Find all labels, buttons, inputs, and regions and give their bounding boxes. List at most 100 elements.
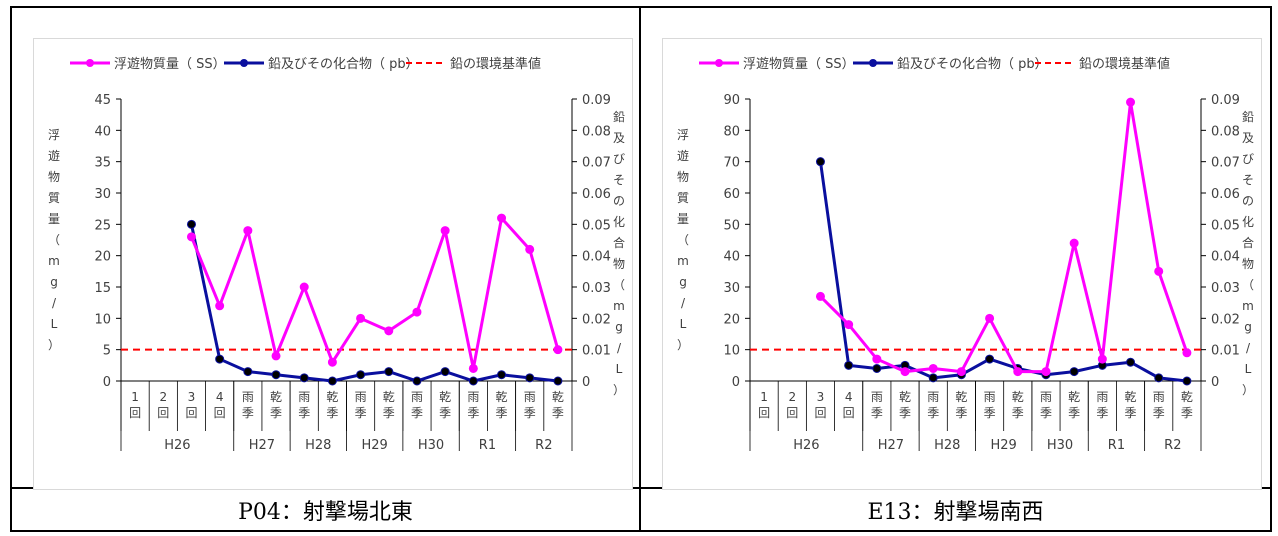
- right-axis-title: そ: [613, 173, 625, 187]
- right-axis-title: そ: [1242, 173, 1254, 187]
- right-axis-title: 化: [1242, 215, 1254, 229]
- right-tick-label: 0.02: [582, 312, 611, 327]
- right-tick-label: 0.02: [1211, 312, 1240, 327]
- right-tick-label: 0.04: [1211, 250, 1240, 265]
- ss-data-point: [356, 313, 366, 323]
- x-category-label: 季: [1012, 406, 1024, 420]
- pb-data-point: [356, 370, 366, 380]
- x-category-label: 4: [845, 390, 853, 404]
- legend-label: 鉛及びその化合物（ pb）: [897, 57, 1048, 72]
- right-tick-label: 0.08: [582, 124, 611, 139]
- left-tick-label: 0: [103, 375, 111, 390]
- x-category-label: 季: [1181, 406, 1193, 420]
- left-axis-title: L: [51, 317, 58, 331]
- ss-data-point: [215, 301, 225, 311]
- left-tick-label: 10: [94, 312, 111, 327]
- left-axis-title: /: [681, 296, 686, 310]
- x-category-label: 乾: [383, 390, 395, 404]
- left-tick-label: 30: [723, 281, 740, 296]
- x-category-label: 雨: [524, 390, 536, 404]
- legend-label: 浮遊物質量（ SS）: [743, 57, 855, 72]
- right-tick-label: 0.03: [1211, 281, 1240, 296]
- right-axis-title: 化: [613, 215, 625, 229]
- x-category-label: 回: [843, 406, 855, 420]
- x-group-label: R2: [535, 438, 552, 453]
- x-category-label: 季: [1040, 406, 1052, 420]
- ss-data-point: [985, 313, 995, 323]
- legend-label: 浮遊物質量（ SS）: [114, 57, 226, 72]
- x-category-label: 季: [524, 406, 536, 420]
- pb-data-point: [525, 373, 535, 383]
- legend-label: 鉛の環境基準値: [450, 56, 541, 72]
- left-tick-label: 45: [94, 93, 111, 108]
- right-tick-label: 0.06: [582, 187, 611, 202]
- ss-data-point: [1097, 354, 1107, 364]
- x-category-label: 回: [786, 406, 798, 420]
- right-axis-title: 合: [613, 235, 625, 250]
- x-category-label: 季: [899, 406, 911, 420]
- right-axis-title: L: [616, 362, 623, 376]
- right-tick-label: 0.04: [582, 250, 611, 265]
- legend-label: 鉛の環境基準値: [1079, 56, 1170, 72]
- x-category-label: 季: [871, 406, 883, 420]
- x-category-label: 回: [185, 406, 197, 420]
- right-axis-title: m: [1242, 299, 1254, 313]
- left-axis-title: 物: [48, 170, 60, 184]
- x-category-label: 乾: [1012, 390, 1024, 404]
- x-category-label: 季: [326, 406, 338, 420]
- x-category-label: 乾: [899, 390, 911, 404]
- left-axis-title: ）: [48, 338, 60, 352]
- left-tick-label: 40: [723, 250, 740, 265]
- x-category-label: 雨: [927, 390, 939, 404]
- left-axis-title: ）: [677, 338, 689, 352]
- right-axis-title: の: [613, 194, 625, 208]
- x-group-label: H28: [934, 438, 960, 453]
- x-category-label: 季: [383, 406, 395, 420]
- x-group-label: R1: [1108, 438, 1125, 453]
- x-category-label: 季: [298, 406, 310, 420]
- right-axis-title: （: [613, 278, 625, 292]
- right-tick-label: 0.07: [582, 156, 611, 171]
- right-axis-title: L: [1245, 362, 1252, 376]
- pb-data-point: [327, 376, 337, 386]
- x-category-label: 3: [817, 390, 825, 404]
- x-category-label: 雨: [242, 390, 254, 404]
- pb-data-point: [1182, 376, 1192, 386]
- right-tick-label: 0.06: [1211, 187, 1240, 202]
- left-tick-label: 35: [94, 156, 111, 171]
- left-axis-title: 質: [677, 190, 689, 205]
- left-axis-title: g: [50, 275, 58, 289]
- ss-data-point: [1182, 348, 1192, 358]
- right-axis-title: （: [1242, 278, 1254, 292]
- right-axis-title: g: [615, 320, 623, 334]
- row-divider: [12, 487, 1270, 489]
- ss-data-point: [928, 363, 938, 373]
- x-category-label: 回: [129, 406, 141, 420]
- x-group-label: H27: [249, 438, 275, 453]
- pb-data-point: [271, 370, 281, 380]
- x-category-label: 1: [131, 390, 139, 404]
- right-axis-title: 鉛: [613, 110, 625, 124]
- x-category-label: 季: [411, 406, 423, 420]
- pb-data-point: [985, 354, 995, 364]
- chart-e13: 浮遊物質量（ SS） 鉛及びその化合物（ pb） 鉛の環境基準値0102030405…: [677, 56, 1254, 453]
- right-tick-label: 0: [582, 375, 590, 390]
- right-axis-title: 及: [613, 131, 625, 145]
- right-axis-title: 物: [1242, 257, 1254, 271]
- right-axis-title: 鉛: [1242, 110, 1254, 124]
- pb-data-point: [468, 376, 478, 386]
- x-category-label: 回: [758, 406, 770, 420]
- x-category-label: 季: [270, 406, 282, 420]
- x-category-label: 季: [1153, 406, 1165, 420]
- ss-data-point: [900, 367, 910, 377]
- left-axis-title: 質: [48, 190, 60, 205]
- x-group-label: H29: [362, 438, 388, 453]
- x-group-label: H29: [991, 438, 1017, 453]
- x-group-label: R1: [479, 438, 496, 453]
- ss-data-point: [412, 307, 422, 317]
- x-category-label: 雨: [355, 390, 367, 404]
- chart-frame-e13: 浮遊物質量（ SS） 鉛及びその化合物（ pb） 鉛の環境基準値 0 10 20 30 40 5…: [662, 38, 1262, 490]
- left-tick-label: 20: [723, 312, 740, 327]
- left-axis-title: 浮: [48, 128, 60, 142]
- x-category-label: 季: [496, 406, 508, 420]
